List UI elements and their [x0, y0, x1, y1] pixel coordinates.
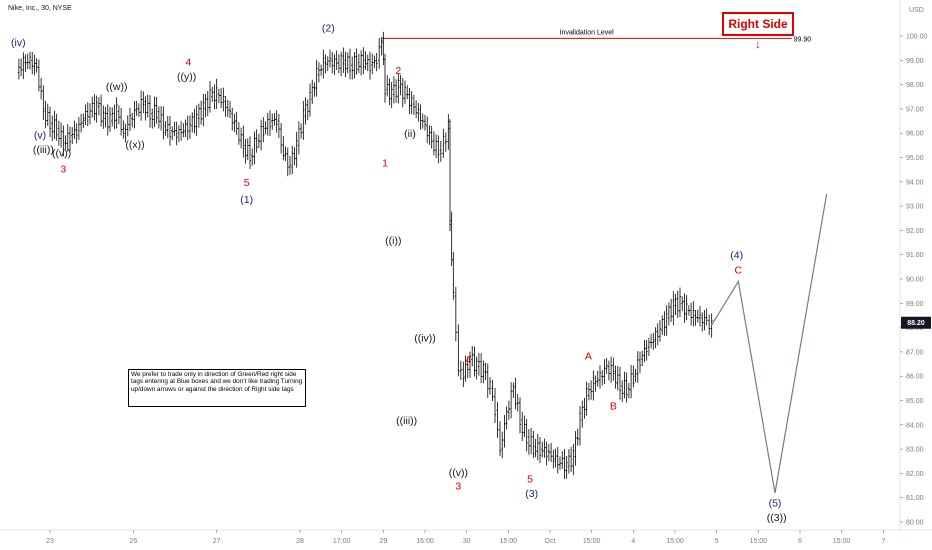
x-tick-label: 6 [798, 538, 802, 545]
x-tick-label: 27 [213, 538, 221, 545]
x-tick-label: 23 [46, 538, 54, 545]
wave-label: 5 [527, 473, 533, 485]
right-side-tag: Right Side ↓ [722, 12, 794, 51]
y-tick-label: 93.00 [906, 204, 924, 211]
x-tick-label: 30 [463, 538, 471, 545]
currency-label: USD [909, 7, 924, 14]
y-tick-label: 96.00 [906, 131, 924, 138]
wave-label: (4) [730, 250, 743, 262]
price-axis: USD 80.00 81.00 82.00 83.00 84.00 85.00 86.00 87… [899, 0, 931, 530]
wave-label: ((v)) [52, 148, 71, 160]
x-tick-label: 28 [296, 538, 304, 545]
invalidation-label: Invalidation Level [560, 29, 615, 36]
x-tick-label: 15:00 [750, 538, 768, 545]
y-tick-label: 80.00 [906, 520, 924, 527]
x-tick-label: 7 [881, 538, 885, 545]
wave-label: 4 [185, 57, 191, 69]
y-tick-label: 94.00 [906, 179, 924, 186]
wave-labels: (iv)(v)((iii))((v))3((w))((x))4((y))5(1)… [11, 22, 787, 524]
y-tick-label: 87.00 [906, 349, 924, 356]
y-tick-label: 98.00 [906, 82, 924, 89]
chart-title: Nike, Inc., 30, NYSE [8, 5, 72, 12]
wave-label: (1) [240, 194, 253, 206]
projection-path [711, 193, 828, 493]
wave-label: (5) [769, 498, 782, 510]
wave-label: A [585, 351, 592, 363]
wave-label: ((iii)) [33, 144, 54, 156]
current-price-tag [901, 316, 931, 329]
wave-label: 5 [244, 177, 250, 189]
wave-label: ((y)) [177, 71, 196, 83]
wave-label: 3 [60, 163, 66, 175]
wave-label: 4 [465, 354, 471, 366]
wave-label: ((i)) [385, 235, 401, 247]
y-tick-label: 89.00 [906, 301, 924, 308]
wave-label: ((iv)) [414, 332, 436, 344]
x-tick-label: 4 [631, 538, 635, 545]
x-tick-label: 29 [379, 538, 387, 545]
wave-label: ((iii)) [396, 415, 417, 427]
trading-note: We prefer to trade only in direction of … [128, 369, 306, 407]
y-tick-label: 100.00 [906, 34, 928, 41]
wave-label: (2) [322, 22, 335, 34]
wave-label: 3 [455, 481, 461, 493]
x-tick-label: 15:00 [833, 538, 851, 545]
y-tick-label: 86.00 [906, 374, 924, 381]
wave-label: C [735, 264, 743, 276]
x-tick-label: 15:00 [666, 538, 684, 545]
wave-label: ((w)) [106, 81, 128, 93]
y-tick-label: 90.00 [906, 277, 924, 284]
x-tick-label: 16:00 [416, 538, 434, 545]
wave-label: B [610, 400, 617, 412]
wave-label: (v) [34, 129, 46, 141]
price-series: Invalidation Level 99.90 [17, 29, 812, 480]
projection-line [711, 193, 828, 493]
wave-label: ((3)) [767, 512, 787, 524]
time-axis: 23 26 27 28 17:00 29 16:00 30 15:00 Oct 15:00 4 15:0… [0, 529, 932, 545]
y-tick-label: 83.00 [906, 447, 924, 454]
wave-label: 2 [395, 65, 401, 77]
y-tick-label: 92.00 [906, 228, 924, 235]
y-tick-label: 91.00 [906, 252, 924, 259]
wave-label: (ii) [404, 128, 416, 140]
current-price-label: 88.20 [907, 320, 925, 327]
y-tick-label: 84.00 [906, 422, 924, 429]
x-tick-label: 26 [129, 538, 137, 545]
x-tick-label: 15:00 [583, 538, 601, 545]
x-tick-label: 15:00 [500, 538, 518, 545]
x-tick-label: Oct [545, 538, 556, 545]
y-tick-label: 85.00 [906, 398, 924, 405]
y-tick-label: 95.00 [906, 155, 924, 162]
y-tick-label: 82.00 [906, 471, 924, 478]
y-tick-label: 97.00 [906, 106, 924, 113]
invalidation-value: 99.90 [794, 36, 812, 43]
y-tick-label: 99.00 [906, 58, 924, 65]
wave-label: (iv) [11, 37, 26, 49]
wave-label: (3) [525, 488, 538, 500]
wave-label: 1 [382, 157, 388, 169]
wave-label: ((x)) [125, 139, 144, 151]
wave-label: ((v)) [449, 467, 468, 479]
x-tick-label: 5 [715, 538, 719, 545]
y-tick-label: 81.00 [906, 495, 924, 502]
x-tick-label: 17:00 [333, 538, 351, 545]
